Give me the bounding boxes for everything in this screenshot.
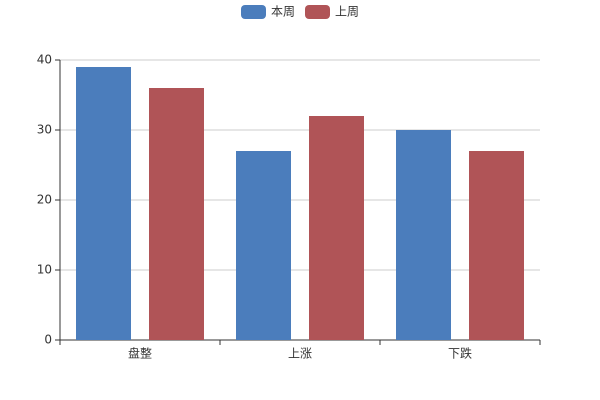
legend-label[interactable]: 本周 xyxy=(271,5,295,19)
y-tick-label: 40 xyxy=(37,53,52,67)
x-tick-label: 下跌 xyxy=(448,346,472,361)
bar[interactable] xyxy=(469,151,524,340)
x-tick-label: 盘整 xyxy=(128,346,152,361)
bar[interactable] xyxy=(236,151,291,340)
x-tick-label: 上涨 xyxy=(288,346,312,361)
y-tick-label: 30 xyxy=(37,123,52,137)
legend-label[interactable]: 上周 xyxy=(335,5,359,19)
y-tick-label: 0 xyxy=(44,333,52,347)
bar[interactable] xyxy=(309,116,364,340)
y-tick-label: 10 xyxy=(37,263,52,277)
legend-swatch[interactable] xyxy=(241,5,266,19)
bar[interactable] xyxy=(396,130,451,340)
legend-swatch[interactable] xyxy=(305,5,330,19)
bar[interactable] xyxy=(76,67,131,340)
y-tick-label: 20 xyxy=(37,193,52,207)
bar[interactable] xyxy=(149,88,204,340)
